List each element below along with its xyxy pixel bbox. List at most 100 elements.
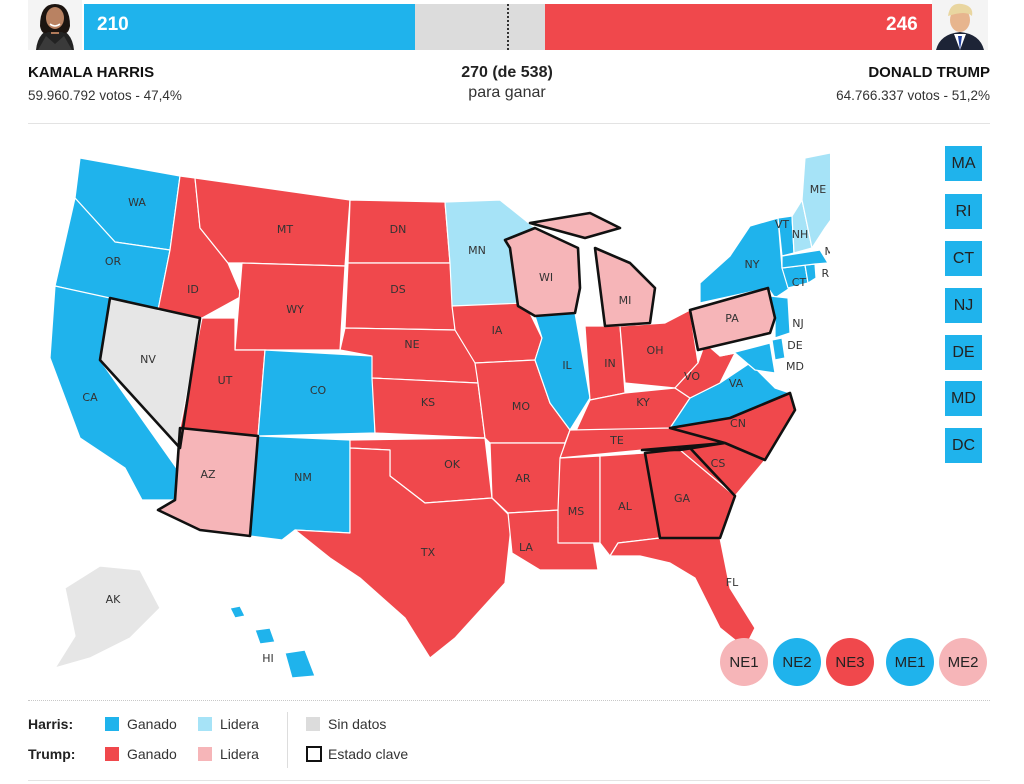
district-me2[interactable]: ME2	[939, 638, 987, 686]
district-me1[interactable]: ME1	[886, 638, 934, 686]
state-label-ks: KS	[421, 396, 435, 409]
legend-no-data-label: Sin datos	[328, 716, 387, 732]
state-nm[interactable]	[249, 435, 351, 541]
state-label-mn: MN	[468, 244, 486, 257]
key-outline-pa	[688, 286, 777, 352]
state-me[interactable]	[801, 152, 830, 249]
state-tx[interactable]	[294, 447, 513, 659]
harris-electoral-votes: 210	[97, 14, 129, 35]
header-divider	[28, 123, 990, 124]
us-electoral-map: WA OR CA NV ID MT WY UT AZ CO NM DN DS NE KS OK TX MN IA MO…	[49, 152, 830, 679]
harris-name: KAMALA HARRIS	[28, 64, 155, 81]
state-label-wv: VO	[684, 370, 700, 383]
state-label-la: LA	[519, 541, 533, 554]
state-label-or: OR	[105, 255, 122, 268]
state-label-sd: DS	[390, 283, 405, 296]
small-state-md[interactable]: MD	[945, 381, 982, 416]
harris-popular-vote: 59.960.792 votos - 47,4%	[28, 88, 182, 103]
district-ne2[interactable]: NE2	[773, 638, 821, 686]
state-label-az: AZ	[200, 468, 216, 481]
legend-harris-leads-label: Lidera	[220, 716, 259, 732]
state-label-mo: MO	[512, 400, 530, 413]
key-outline-nc	[640, 391, 797, 462]
legend-harris-label: Harris:	[28, 716, 74, 732]
state-label-ny: NY	[745, 258, 760, 271]
small-state-dc[interactable]: DC	[945, 428, 982, 463]
state-label-nj: NJ	[792, 317, 803, 330]
state-md[interactable]	[719, 342, 776, 374]
state-fl[interactable]	[609, 537, 756, 649]
state-ms[interactable]	[557, 455, 601, 544]
small-state-ct[interactable]: CT	[945, 241, 982, 276]
state-sd[interactable]	[344, 262, 456, 331]
state-label-vt: VT	[775, 218, 790, 231]
legend-key-state-label: Estado clave	[328, 746, 409, 762]
state-label-wa: WA	[128, 196, 146, 209]
state-ma[interactable]	[781, 249, 829, 269]
state-label-me: ME	[810, 183, 826, 196]
state-label-ut: UT	[218, 374, 233, 387]
state-label-wy: WY	[286, 303, 304, 316]
legend-harris-won-label: Ganado	[127, 716, 177, 732]
bottom-divider	[28, 780, 990, 781]
small-state-nj[interactable]: NJ	[945, 288, 982, 323]
state-label-de: DE	[787, 339, 802, 352]
threshold-line	[507, 4, 509, 50]
state-label-va: VA	[729, 377, 744, 390]
trump-name: DONALD TRUMP	[868, 64, 990, 81]
state-label-nv: NV	[140, 353, 156, 366]
state-label-ct: CT	[792, 276, 807, 289]
state-label-ri: RI	[822, 267, 830, 280]
state-label-nd: DN	[390, 223, 407, 236]
state-label-al: AL	[618, 500, 633, 513]
state-de[interactable]	[771, 337, 786, 361]
state-label-ma: MA	[824, 245, 830, 258]
state-il[interactable]	[534, 312, 591, 431]
state-label-co: CO	[310, 384, 327, 397]
key-outline-wi	[503, 226, 582, 318]
state-label-ak: AK	[106, 593, 122, 606]
state-label-hi: HI	[262, 652, 274, 665]
small-state-de[interactable]: DE	[945, 335, 982, 370]
key-outline-nv	[98, 296, 202, 450]
state-ak[interactable]	[54, 565, 161, 669]
state-label-ca: CA	[82, 391, 98, 404]
state-label-nh: NH	[792, 228, 809, 241]
district-ne3[interactable]: NE3	[826, 638, 874, 686]
electoral-bar: 210 246	[0, 0, 1024, 50]
trump-portrait-icon	[932, 0, 988, 50]
state-label-ne: NE	[404, 338, 419, 351]
state-label-mt: MT	[277, 223, 293, 236]
district-ne1[interactable]: NE1	[720, 638, 768, 686]
threshold-value: 270 (de 538)	[461, 64, 553, 81]
state-label-mi: MI	[619, 294, 632, 307]
state-label-tn: TE	[609, 434, 624, 447]
small-state-ma[interactable]: MA	[945, 146, 982, 181]
legend-separator	[287, 712, 288, 768]
state-hi[interactable]	[229, 605, 316, 679]
legend-key-state-swatch	[306, 746, 322, 762]
legend-trump-label: Trump:	[28, 746, 76, 762]
legend-trump-won-label: Ganado	[127, 746, 177, 762]
key-outline-mi	[528, 211, 657, 328]
state-label-in: IN	[604, 357, 615, 370]
trump-electoral-votes: 246	[886, 14, 918, 35]
legend-divider	[28, 700, 990, 701]
state-label-il: IL	[562, 359, 572, 372]
key-outline-az	[156, 426, 260, 538]
legend-trump-leads-swatch	[198, 747, 212, 761]
state-label-ms: MS	[568, 505, 584, 518]
legend-trump-leads-label: Lidera	[220, 746, 259, 762]
harris-portrait-icon	[28, 0, 82, 50]
legend-no-data-swatch	[306, 717, 320, 731]
small-state-ri[interactable]: RI	[945, 194, 982, 229]
trump-bar	[545, 4, 932, 50]
state-label-oh: OH	[647, 344, 664, 357]
undecided-bar	[415, 4, 545, 50]
state-label-md: MD	[786, 360, 804, 373]
state-label-ia: IA	[492, 324, 503, 337]
harris-bar	[84, 4, 415, 50]
legend-trump-won-swatch	[105, 747, 119, 761]
state-label-id: ID	[187, 283, 199, 296]
state-label-sc: CS	[711, 457, 726, 470]
